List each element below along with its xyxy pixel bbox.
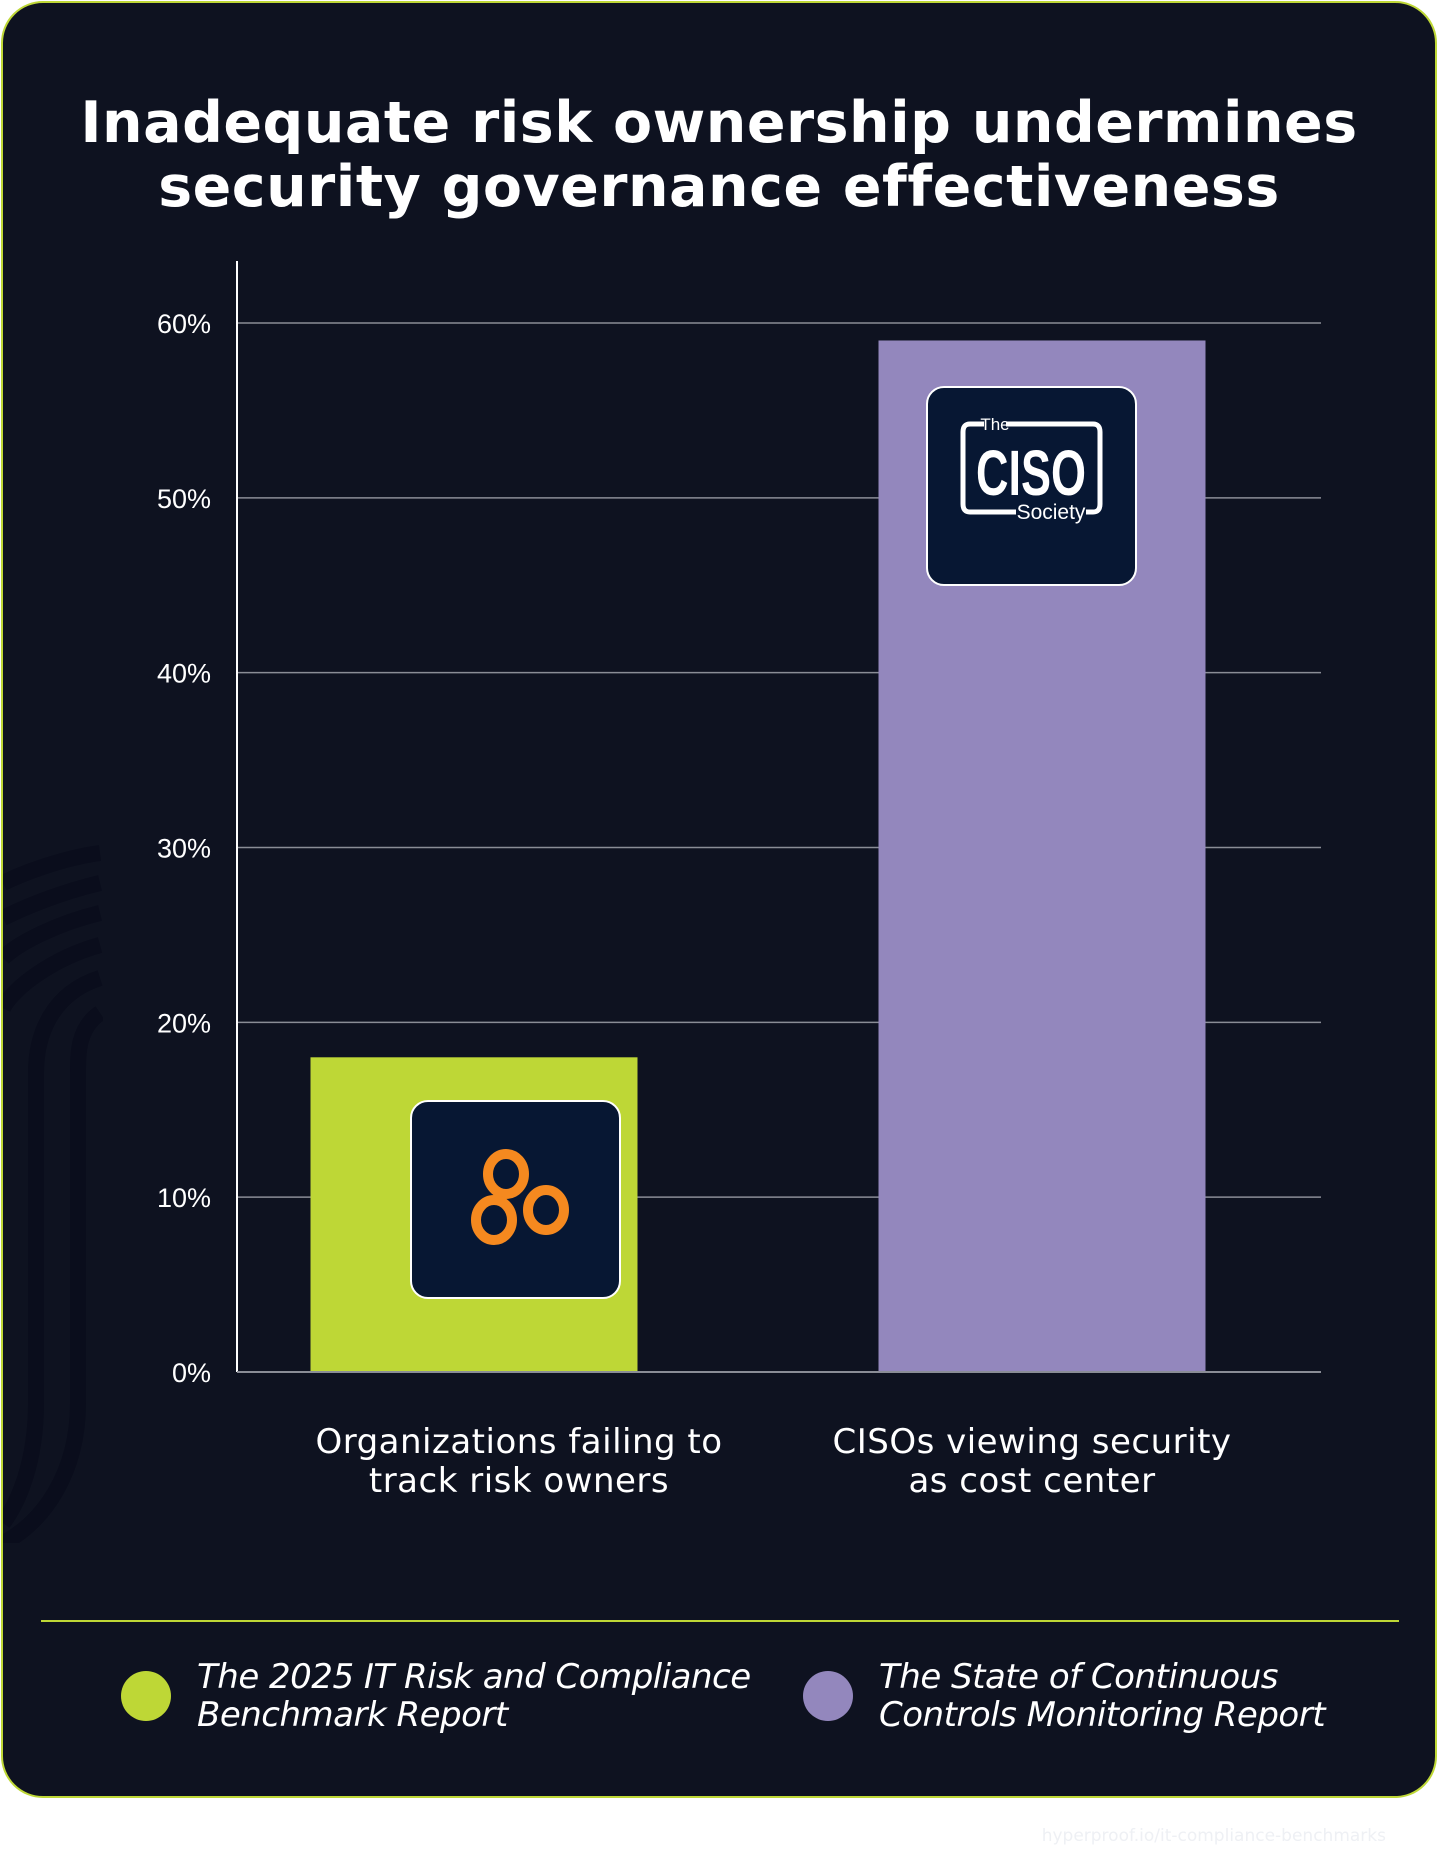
source-url: hyperproof.io/it-compliance-benchmarks xyxy=(1041,1826,1386,1846)
x-label-1-line-1: Organizations failing to xyxy=(315,1422,723,1462)
title-line-2: security governance effectiveness xyxy=(158,154,1280,220)
legend-item-1: The 2025 IT Risk and Compliance Benchmar… xyxy=(121,1658,751,1734)
ciso-logo-main: CISO xyxy=(976,437,1086,509)
y-tick-labels: 0% 10% 20% 30% 40% 50% 60% xyxy=(157,309,211,1388)
y-tick-label: 30% xyxy=(157,834,211,864)
legend-2-line-2: Controls Monitoring Report xyxy=(879,1695,1326,1735)
legend-2-line-1: The State of Continuous xyxy=(879,1657,1278,1697)
y-tick-label: 40% xyxy=(157,659,211,689)
decorative-arcs xyxy=(3,845,103,1543)
chart-title: Inadequate risk ownership undermines sec… xyxy=(3,91,1435,219)
title-line-1: Inadequate risk ownership undermines xyxy=(80,90,1358,156)
legend-swatch-green xyxy=(121,1671,171,1721)
y-tick-label: 10% xyxy=(157,1183,211,1213)
y-tick-label: 20% xyxy=(157,1008,211,1038)
legend-1-line-2: Benchmark Report xyxy=(197,1695,508,1735)
x-tick-label-2: CISOs viewing security as cost center xyxy=(802,1423,1262,1501)
legend-item-2: The State of Continuous Controls Monitor… xyxy=(803,1657,1326,1735)
x-label-2-line-2: as cost center xyxy=(908,1461,1156,1501)
y-tick-label: 0% xyxy=(172,1358,211,1388)
legend-1-line-1: The 2025 IT Risk and Compliance xyxy=(197,1657,751,1697)
ciso-logo-the: The xyxy=(980,415,1009,434)
legend-divider xyxy=(41,1620,1399,1622)
legend-swatch-purple xyxy=(803,1671,853,1721)
legend-label-2: The State of Continuous Controls Monitor… xyxy=(879,1657,1326,1735)
x-label-2-line-1: CISOs viewing security xyxy=(832,1422,1232,1462)
hyperproof-rings-icon xyxy=(471,1149,569,1245)
hyperproof-logo xyxy=(410,1100,621,1299)
y-tick-label: 50% xyxy=(157,484,211,514)
ciso-society-icon: The CISO Society xyxy=(960,415,1103,524)
ciso-logo-society: Society xyxy=(1017,501,1086,524)
chart-card: Inadequate risk ownership undermines sec… xyxy=(1,1,1437,1798)
legend-label-1: The 2025 IT Risk and Compliance Benchmar… xyxy=(197,1658,751,1734)
x-label-1-line-2: track risk owners xyxy=(368,1461,670,1501)
ciso-society-logo: The CISO Society xyxy=(926,386,1137,586)
y-tick-label: 60% xyxy=(157,309,211,339)
bar-chart: 0% 10% 20% 30% 40% 50% 60% xyxy=(157,261,1321,1388)
x-tick-label-1: Organizations failing to track risk owne… xyxy=(289,1423,749,1501)
